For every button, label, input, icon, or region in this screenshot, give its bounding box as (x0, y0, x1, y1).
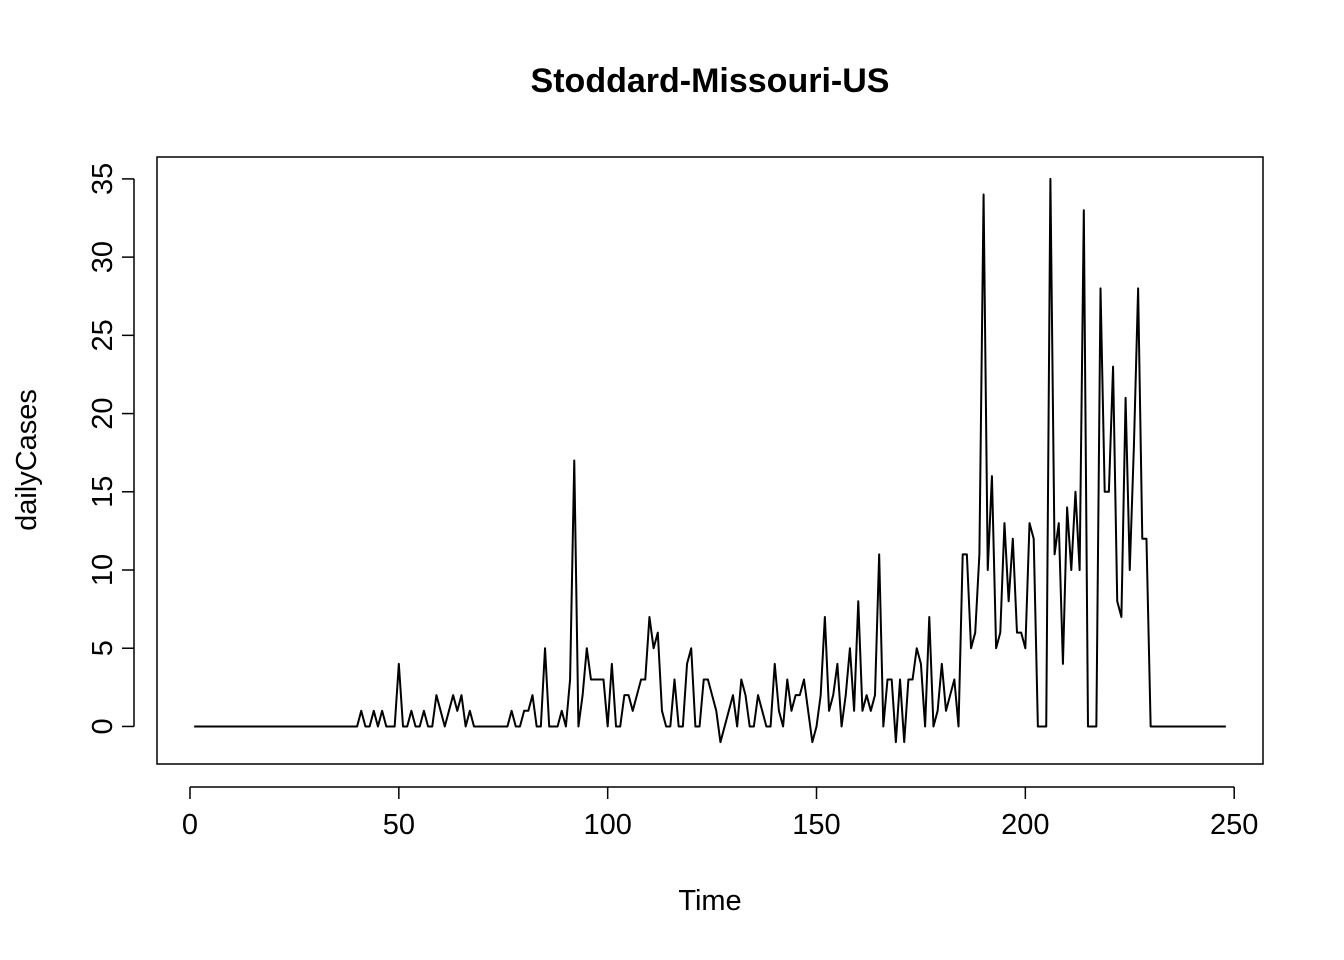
y-tick-label: 35 (87, 163, 119, 195)
chart-title: Stoddard-Missouri-US (531, 62, 890, 100)
y-tick-label: 15 (87, 476, 119, 508)
y-axis: 0 5 10 15 20 25 30 35 (87, 163, 135, 735)
x-tick-label: 250 (1210, 809, 1258, 841)
plot-frame (156, 156, 1264, 765)
x-axis-label: Time (678, 885, 741, 917)
x-tick-label: 100 (583, 809, 631, 841)
y-tick-label: 0 (87, 718, 119, 734)
y-tick-label: 10 (87, 554, 119, 586)
x-axis: 0 50 100 150 200 250 (182, 786, 1258, 841)
series-line (194, 177, 1226, 744)
y-axis-label: dailyCases (11, 389, 43, 531)
x-tick-label: 0 (182, 809, 198, 841)
x-tick-label: 150 (792, 809, 840, 841)
y-tick-label: 5 (87, 640, 119, 656)
y-tick-label: 20 (87, 397, 119, 429)
x-tick-label: 50 (383, 809, 415, 841)
x-tick-label: 200 (1001, 809, 1049, 841)
y-tick-label: 25 (87, 319, 119, 351)
y-tick-label: 30 (87, 241, 119, 273)
